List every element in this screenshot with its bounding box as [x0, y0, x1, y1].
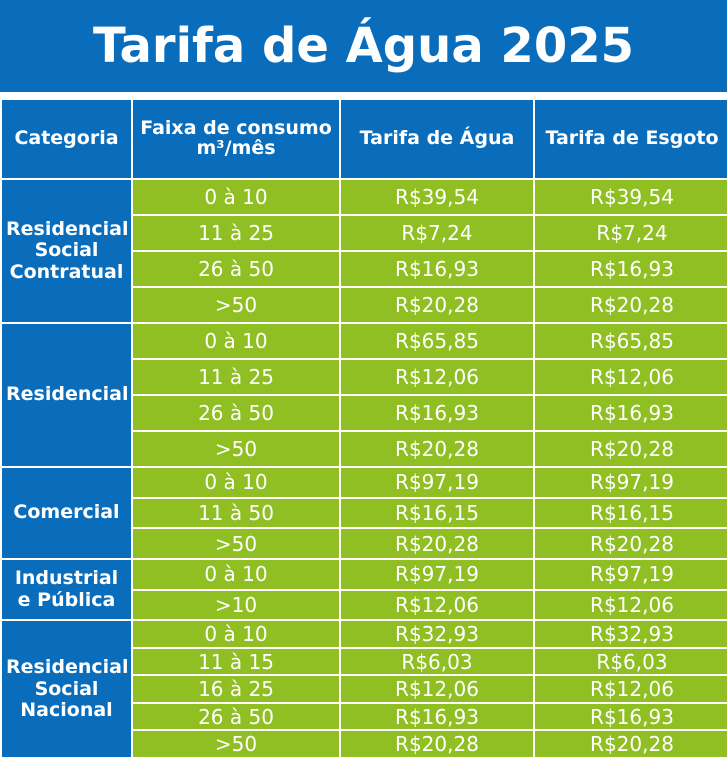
water-tariff-cell: R$97,19	[341, 468, 533, 497]
title-banner: Tarifa de Água 2025	[0, 0, 727, 92]
consumption-range-cell: 0 à 10	[133, 180, 339, 214]
page-title: Tarifa de Água 2025	[92, 18, 635, 74]
category-cell: Residencial Social Contratual	[2, 180, 131, 322]
sewage-tariff-cell: R$12,06	[535, 676, 727, 702]
water-tariff-cell: R$12,06	[341, 590, 533, 620]
table-row: 26 à 50 R$16,93 R$16,93	[2, 396, 727, 430]
table-row: >50 R$20,28 R$20,28	[2, 432, 727, 466]
table-row: >50 R$20,28 R$20,28	[2, 731, 727, 757]
table-row: 16 à 25 R$12,06 R$12,06	[2, 676, 727, 702]
consumption-range-cell: 26 à 50	[133, 396, 339, 430]
consumption-range-cell: 0 à 10	[133, 621, 339, 647]
header-faixa: Faixa de consumo m³/mês	[133, 100, 339, 178]
sewage-tariff-cell: R$6,03	[535, 648, 727, 675]
water-tariff-cell: R$20,28	[341, 432, 533, 466]
table-row: Comercial 0 à 10 R$97,19 R$97,19	[2, 468, 727, 559]
sewage-tariff-cell: R$16,93	[535, 252, 727, 286]
header-row: Categoria Faixa de consumo m³/mês Tarifa…	[2, 100, 727, 178]
sewage-tariff-cell: R$20,28	[535, 731, 727, 757]
consumption-range-cell: 0 à 10	[133, 468, 339, 497]
water-tariff-cell: R$16,93	[341, 396, 533, 430]
table-row: 26 à 50 R$16,93 R$16,93	[2, 252, 727, 286]
sewage-tariff-cell: R$12,06	[535, 360, 727, 394]
sewage-tariff-cell: R$32,93	[535, 621, 727, 647]
water-tariff-cell: R$65,85	[341, 324, 533, 358]
sewage-tariff-cell: R$20,28	[535, 529, 727, 559]
table-row: >50 R$20,28 R$20,28	[2, 288, 727, 322]
header-tarifa-agua: Tarifa de Água	[341, 100, 533, 178]
table-row: 11 à 50 R$16,15 R$16,15	[2, 498, 727, 528]
consumption-range-cell: 11 à 15	[133, 648, 339, 675]
consumption-range-cell: >50	[133, 432, 339, 466]
sewage-tariff-cell: R$97,19	[535, 468, 727, 497]
consumption-range-cell: 16 à 25	[133, 676, 339, 702]
consumption-range-cell: >50	[133, 529, 339, 559]
water-tariff-cell: R$20,28	[341, 529, 533, 559]
header-categoria: Categoria	[2, 100, 131, 178]
water-tariff-cell: R$20,28	[341, 731, 533, 757]
consumption-range-cell: 11 à 25	[133, 216, 339, 250]
water-tariff-cell: R$16,93	[341, 252, 533, 286]
table-row: 26 à 50 R$16,93 R$16,93	[2, 703, 727, 730]
table-row: 11 à 25 R$7,24 R$7,24	[2, 216, 727, 250]
consumption-range-cell: >10	[133, 590, 339, 620]
header-tarifa-esgoto: Tarifa de Esgoto	[535, 100, 727, 178]
water-tariff-cell: R$12,06	[341, 360, 533, 394]
sewage-tariff-cell: R$16,93	[535, 703, 727, 730]
table-row: Residencial Social Nacional 0 à 10 R$32,93…	[2, 621, 727, 757]
category-cell: Residencial Social Nacional	[2, 621, 131, 757]
table-row: Residencial Social Contratual 0 à 10 R$39,…	[2, 180, 727, 322]
sewage-tariff-cell: R$20,28	[535, 288, 727, 322]
table-row: Residencial 0 à 10 R$65,85 R$65,85	[2, 324, 727, 466]
category-cell: Residencial	[2, 324, 131, 466]
consumption-range-cell: 11 à 50	[133, 498, 339, 528]
table-row: >50 R$20,28 R$20,28	[2, 529, 727, 559]
table-row: 11 à 15 R$6,03 R$6,03	[2, 648, 727, 675]
consumption-range-cell: >50	[133, 288, 339, 322]
table-row: 11 à 25 R$12,06 R$12,06	[2, 360, 727, 394]
sewage-tariff-cell: R$16,93	[535, 396, 727, 430]
sewage-tariff-cell: R$16,15	[535, 498, 727, 528]
water-tariff-cell: R$16,15	[341, 498, 533, 528]
water-tariff-cell: R$12,06	[341, 676, 533, 702]
category-cell: Industrial e Pública	[2, 560, 131, 620]
water-tariff-cell: R$6,03	[341, 648, 533, 675]
water-tariff-cell: R$16,93	[341, 703, 533, 730]
tariff-table: Categoria Faixa de consumo m³/mês Tarifa…	[0, 98, 727, 759]
consumption-range-cell: >50	[133, 731, 339, 757]
sewage-tariff-cell: R$97,19	[535, 560, 727, 589]
consumption-range-cell: 26 à 50	[133, 252, 339, 286]
consumption-range-cell: 26 à 50	[133, 703, 339, 730]
table-body: Residencial Social Contratual 0 à 10 R$39,…	[2, 180, 727, 757]
consumption-range-cell: 0 à 10	[133, 560, 339, 589]
water-tariff-cell: R$32,93	[341, 621, 533, 647]
sewage-tariff-cell: R$20,28	[535, 432, 727, 466]
consumption-range-cell: 0 à 10	[133, 324, 339, 358]
table-row: >10 R$12,06 R$12,06	[2, 590, 727, 620]
sewage-tariff-cell: R$12,06	[535, 590, 727, 620]
consumption-range-cell: 11 à 25	[133, 360, 339, 394]
sewage-tariff-cell: R$65,85	[535, 324, 727, 358]
sewage-tariff-cell: R$7,24	[535, 216, 727, 250]
water-tariff-cell: R$20,28	[341, 288, 533, 322]
water-tariff-cell: R$39,54	[341, 180, 533, 214]
category-cell: Comercial	[2, 468, 131, 559]
table-header: Categoria Faixa de consumo m³/mês Tarifa…	[2, 100, 727, 178]
water-tariff-cell: R$7,24	[341, 216, 533, 250]
sewage-tariff-cell: R$39,54	[535, 180, 727, 214]
table-row: Industrial e Pública 0 à 10 R$97,19 R$97,19	[2, 560, 727, 620]
water-tariff-cell: R$97,19	[341, 560, 533, 589]
